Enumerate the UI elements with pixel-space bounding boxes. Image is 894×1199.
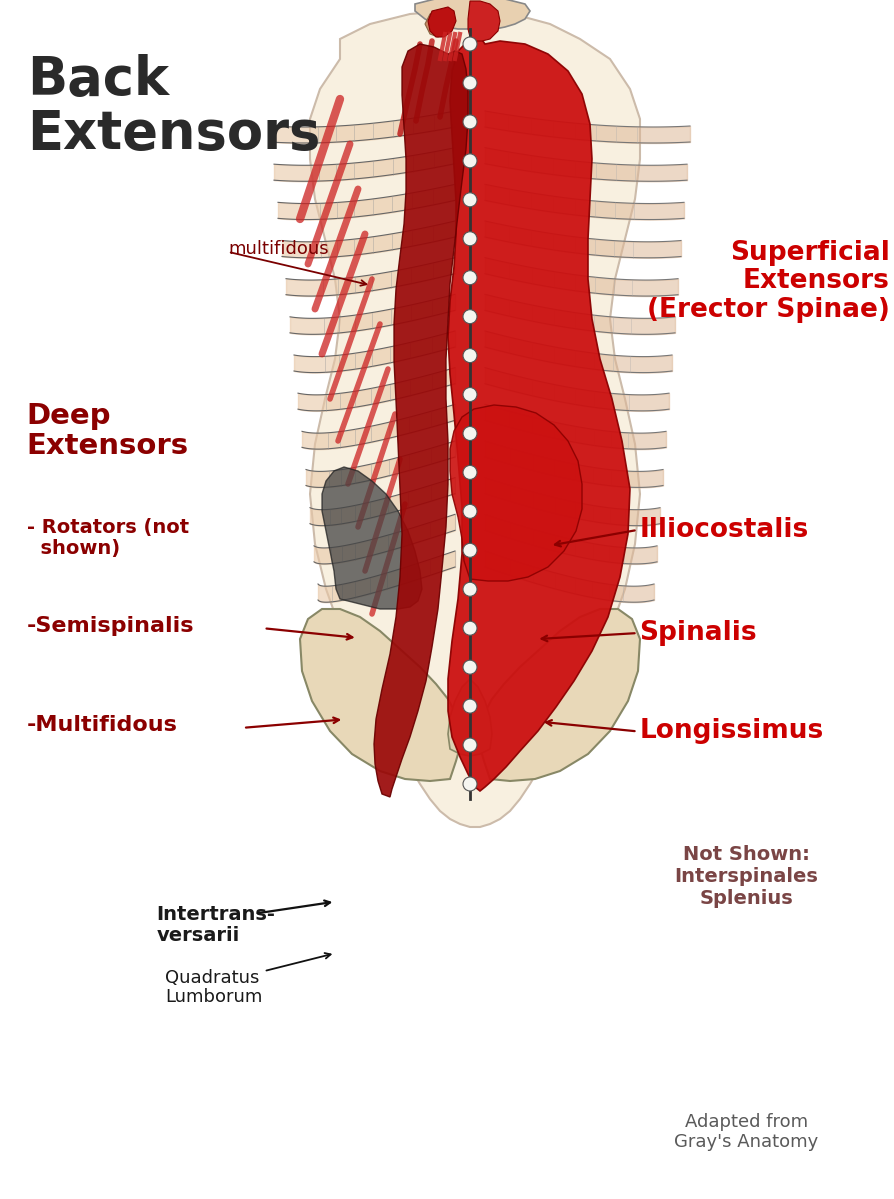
- Text: - Rotators (not
  shown): - Rotators (not shown): [27, 518, 189, 558]
- Circle shape: [463, 621, 477, 635]
- Circle shape: [463, 37, 477, 52]
- Polygon shape: [468, 1, 500, 41]
- Circle shape: [463, 505, 477, 518]
- Text: Quadratus
Lumborum: Quadratus Lumborum: [165, 969, 263, 1006]
- Circle shape: [463, 699, 477, 713]
- Polygon shape: [448, 679, 492, 757]
- Text: Superficial
Extensors
(Erector Spinae): Superficial Extensors (Erector Spinae): [646, 240, 890, 323]
- Circle shape: [463, 739, 477, 752]
- Polygon shape: [300, 609, 460, 781]
- Polygon shape: [310, 11, 640, 827]
- Text: Adapted from
Gray's Anatomy: Adapted from Gray's Anatomy: [674, 1113, 819, 1151]
- Circle shape: [463, 583, 477, 596]
- Polygon shape: [415, 0, 530, 29]
- Circle shape: [463, 231, 477, 246]
- Circle shape: [463, 465, 477, 480]
- Text: Not Shown:
Interspinales
Splenius: Not Shown: Interspinales Splenius: [675, 845, 818, 909]
- Polygon shape: [425, 11, 448, 37]
- Text: -Semispinalis: -Semispinalis: [27, 616, 194, 635]
- Circle shape: [463, 427, 477, 440]
- Text: Deep
Extensors: Deep Extensors: [27, 402, 189, 460]
- Text: Back
Extensors: Back Extensors: [27, 54, 320, 159]
- Polygon shape: [322, 466, 422, 609]
- Polygon shape: [448, 37, 630, 791]
- Text: Illiocostalis: Illiocostalis: [639, 517, 808, 543]
- Polygon shape: [374, 44, 468, 797]
- Circle shape: [463, 153, 477, 168]
- Text: -Multifidous: -Multifidous: [27, 716, 178, 735]
- Text: Spinalis: Spinalis: [639, 620, 757, 646]
- Circle shape: [463, 387, 477, 402]
- Circle shape: [463, 661, 477, 674]
- Polygon shape: [428, 7, 456, 37]
- Circle shape: [463, 777, 477, 791]
- Circle shape: [463, 115, 477, 129]
- Polygon shape: [450, 405, 582, 582]
- Circle shape: [463, 543, 477, 558]
- Circle shape: [463, 76, 477, 90]
- Circle shape: [463, 349, 477, 362]
- Text: multifidous: multifidous: [228, 240, 329, 259]
- Text: Intertrans-
versarii: Intertrans- versarii: [156, 905, 275, 945]
- Polygon shape: [480, 609, 640, 781]
- Text: Longissimus: Longissimus: [639, 718, 823, 745]
- Circle shape: [463, 193, 477, 206]
- Circle shape: [463, 271, 477, 284]
- Circle shape: [463, 309, 477, 324]
